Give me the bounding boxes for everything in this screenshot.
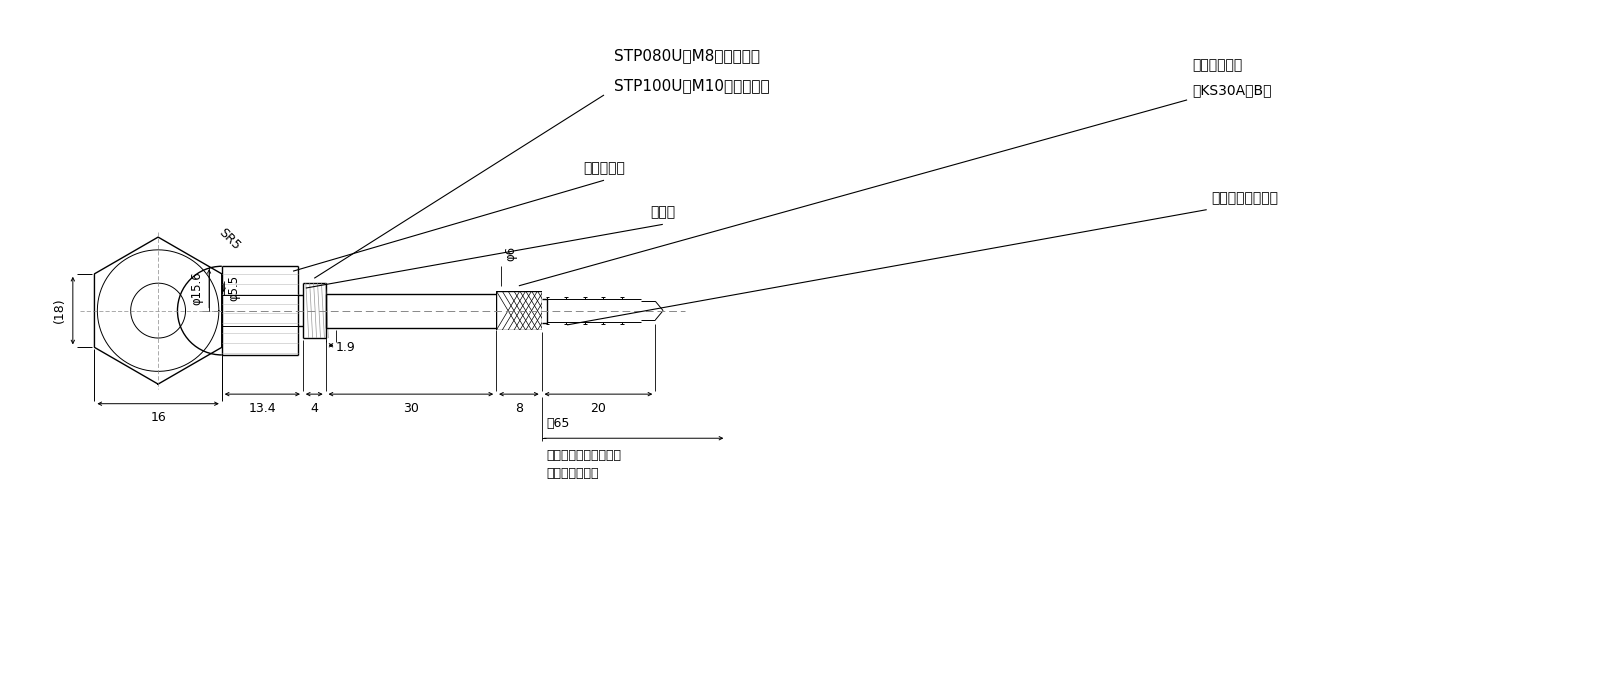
Text: φ15.6: φ15.6 — [190, 271, 203, 305]
Text: 16: 16 — [150, 411, 166, 424]
Text: 20: 20 — [590, 403, 606, 415]
Text: φ6: φ6 — [504, 246, 517, 261]
Text: カートリッジ取外しに: カートリッジ取外しに — [547, 449, 621, 462]
Text: φ5.5: φ5.5 — [227, 275, 240, 301]
Text: SR5: SR5 — [216, 226, 243, 252]
Text: STP080U：M8　（並目）: STP080U：M8 （並目） — [614, 48, 760, 63]
Text: 要するスペース: 要するスペース — [547, 467, 598, 480]
Text: （KS30A／B）: （KS30A／B） — [1192, 83, 1272, 97]
Text: STP100U：M10　（並目）: STP100U：M10 （並目） — [614, 78, 770, 92]
Text: 4: 4 — [310, 403, 318, 415]
Text: ブーツ保護: ブーツ保護 — [582, 162, 626, 175]
Text: (18): (18) — [53, 298, 66, 324]
Text: 8: 8 — [515, 403, 523, 415]
Text: 30: 30 — [403, 403, 419, 415]
Text: 13.4: 13.4 — [248, 403, 277, 415]
Text: コードプロテクタ: コードプロテクタ — [1211, 191, 1278, 205]
Text: スキマ: スキマ — [650, 205, 675, 220]
Text: 終65: 終65 — [547, 417, 570, 430]
Text: 1.9: 1.9 — [336, 341, 355, 354]
Text: カートリッジ: カートリッジ — [1192, 58, 1242, 73]
